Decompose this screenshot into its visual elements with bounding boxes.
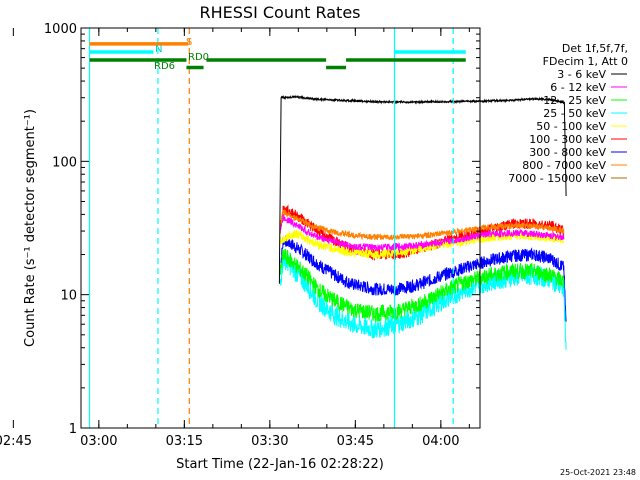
series-25-50-kev-line (279, 250, 567, 350)
x-tick-label: 02:45 (0, 434, 32, 449)
legend-entry-label: 100 - 300 keV (529, 133, 606, 146)
series-12-25-kev-line (279, 248, 565, 323)
y-tick-label: 10 (60, 289, 77, 304)
legend-entry-label: 50 - 100 keV (536, 120, 606, 133)
flag-label-n: N (155, 44, 162, 55)
x-tick-label: 04:00 (422, 434, 459, 449)
y-axis-label: Count Rate (s⁻¹ detector segment⁻¹) (23, 109, 38, 347)
x-tick-label: 03:45 (337, 434, 374, 449)
legend-entry-label: 800 - 7000 keV (522, 159, 606, 172)
legend-header-line: FDecim 1, Att 0 (543, 55, 628, 68)
series-800-7000-kev-line (279, 208, 565, 241)
x-axis-label: Start Time (22-Jan-16 02:28:22) (176, 457, 384, 472)
legend-entry-label: 6 - 12 keV (550, 81, 606, 94)
y-tick-label: 1000 (44, 22, 77, 37)
flag-label-rd0: RD0 (188, 52, 209, 63)
legend-entry-label: 25 - 50 keV (543, 107, 606, 120)
legend-header-line: Det 1f,5f,7f, (562, 42, 628, 55)
x-tick-label: 03:30 (251, 434, 288, 449)
legend-entry-label: 3 - 6 keV (557, 68, 606, 81)
series-3-6-kev-line (278, 94, 567, 284)
series-300-800-kev-line (279, 234, 567, 322)
flag-label-s: S (186, 37, 192, 48)
x-tick-label: 03:00 (80, 434, 117, 449)
timestamp: 25-Oct-2021 23:48 (560, 468, 636, 477)
legend-entry-label: 300 - 800 keV (529, 146, 606, 159)
x-tick-label: 03:15 (166, 434, 203, 449)
y-tick-label: 100 (52, 155, 77, 170)
axes-frame (80, 27, 481, 429)
legend-entry-label: 12 - 25 keV (543, 94, 606, 107)
series-6-12-kev-line (279, 214, 565, 252)
y-tick-label: 1 (69, 422, 77, 437)
flag-label-rd6: RD6 (154, 61, 175, 72)
legend-entry-label: 7000 - 15000 keV (508, 172, 606, 185)
chart-title: RHESSI Count Rates (200, 3, 361, 22)
